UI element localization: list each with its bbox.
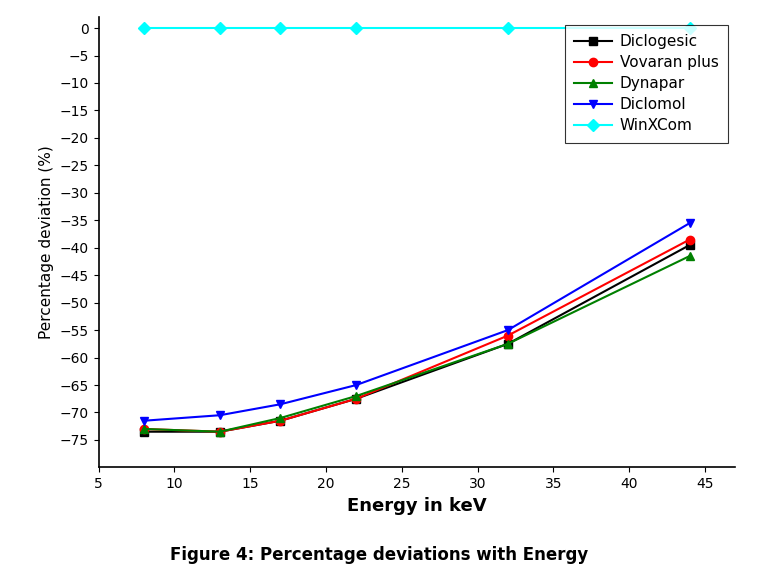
Diclomol [276,401,285,408]
WinXCom [215,25,224,31]
Diclogesic [215,428,224,435]
Line: Diclomol: Diclomol [140,219,694,425]
Vovaran plus [685,236,694,243]
Line: WinXCom: WinXCom [140,24,694,32]
Diclogesic [685,242,694,249]
WinXCom [139,25,149,31]
Dynapar [685,253,694,259]
Diclomol [685,219,694,226]
Vovaran plus [215,428,224,435]
Line: Vovaran plus: Vovaran plus [140,235,694,436]
Dynapar [276,414,285,421]
Line: Diclogesic: Diclogesic [140,241,694,436]
Y-axis label: Percentage deviation (%): Percentage deviation (%) [39,145,54,339]
Diclogesic [352,396,361,402]
Diclomol [139,417,149,424]
Diclogesic [139,428,149,435]
WinXCom [276,25,285,31]
Vovaran plus [276,417,285,424]
Text: Figure 4: Percentage deviations with Energy: Figure 4: Percentage deviations with Ene… [170,546,588,564]
WinXCom [685,25,694,31]
Dynapar [215,428,224,435]
X-axis label: Energy in keV: Energy in keV [347,496,487,515]
Dynapar [503,340,512,347]
Dynapar [139,426,149,433]
Vovaran plus [352,396,361,402]
Dynapar [352,393,361,400]
Line: Dynapar: Dynapar [140,252,694,436]
Diclomol [215,412,224,418]
Diclogesic [276,417,285,424]
Legend: Diclogesic, Vovaran plus, Dynapar, Diclomol, WinXCom: Diclogesic, Vovaran plus, Dynapar, Diclo… [565,25,728,142]
Diclogesic [503,340,512,347]
WinXCom [352,25,361,31]
WinXCom [503,25,512,31]
Vovaran plus [139,426,149,433]
Vovaran plus [503,332,512,339]
Diclomol [352,381,361,388]
Diclomol [503,327,512,333]
